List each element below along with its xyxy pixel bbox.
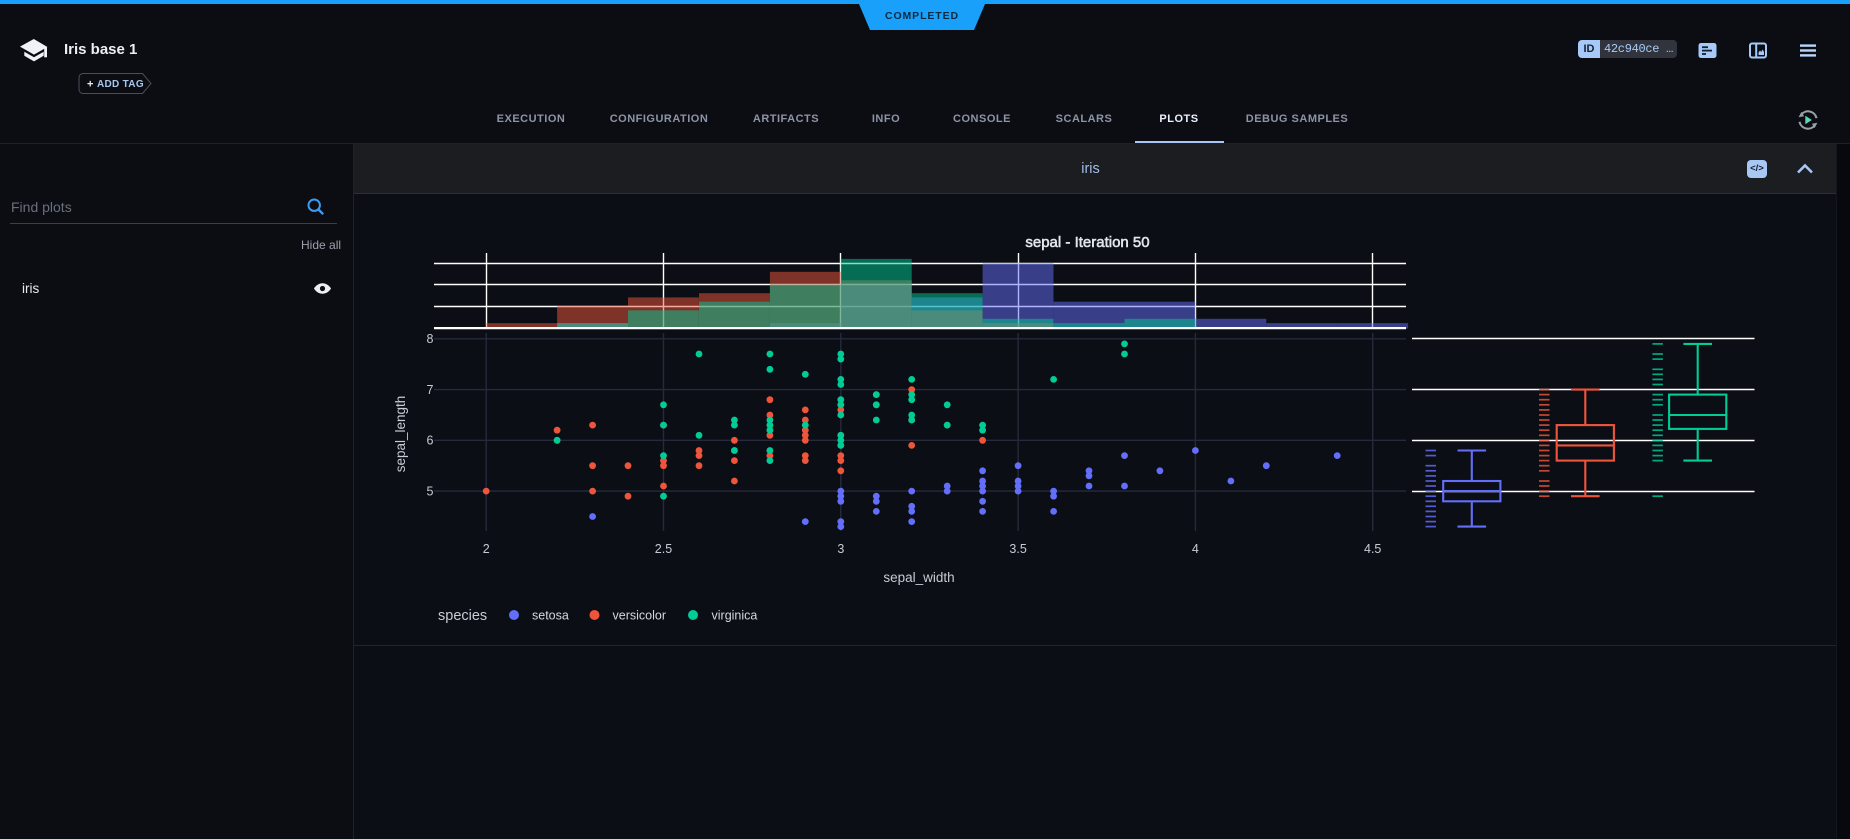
svg-text:sepal_length: sepal_length [393,396,408,473]
svg-text:species: species [438,608,487,624]
svg-text:6: 6 [427,434,434,448]
svg-text:4.5: 4.5 [1364,542,1381,556]
svg-text:2: 2 [483,542,490,556]
svg-text:3: 3 [837,542,844,556]
svg-text:setosa: setosa [532,609,569,623]
svg-text:ADD TAG: ADD TAG [97,79,144,90]
svg-text:sepal - Iteration 50: sepal - Iteration 50 [1025,234,1149,251]
svg-text:virginica: virginica [712,609,758,623]
svg-text:2.5: 2.5 [655,542,672,556]
svg-text:8: 8 [427,332,434,346]
svg-text:versicolor: versicolor [613,609,667,623]
svg-text:3.5: 3.5 [1009,542,1026,556]
svg-text:+: + [87,79,93,91]
svg-text:4: 4 [1192,542,1199,556]
svg-text:5: 5 [427,484,434,498]
svg-text:7: 7 [427,383,434,397]
svg-text:sepal_width: sepal_width [883,570,954,585]
